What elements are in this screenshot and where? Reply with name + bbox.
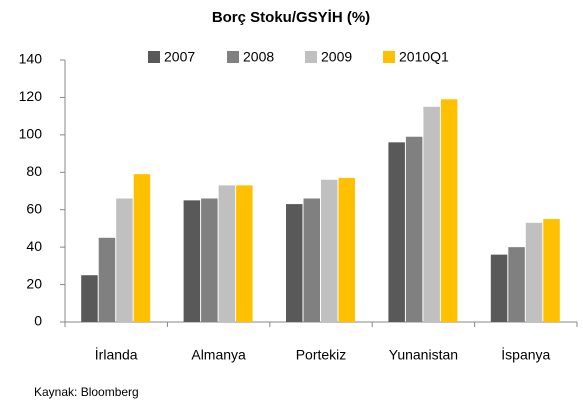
bar [490,254,508,322]
legend-label: 2008 [243,49,274,65]
bar [133,174,151,322]
bar [423,106,440,323]
x-tick-label: Yunanistan [389,347,458,363]
legend-label: 2007 [164,49,195,65]
bar [440,99,458,322]
source-note: Kaynak: Bloomberg [34,385,139,399]
bar [508,247,525,322]
legend-swatch [305,51,317,63]
y-tick-label: 60 [26,200,42,216]
bar [201,198,218,322]
bar [218,185,236,322]
legend-label: 2009 [321,49,352,65]
y-tick-label: 100 [19,126,43,142]
bar [116,198,133,322]
y-tick-label: 20 [26,275,42,291]
bar [81,275,98,322]
bar [405,136,423,322]
chart-title: Borç Stoku/GSYİH (%) [212,9,370,26]
bar [98,237,116,322]
bar [286,204,303,322]
bar [183,200,201,322]
legend-swatch [148,51,160,63]
x-tick-label: Portekiz [296,347,347,363]
y-tick-label: 140 [19,51,43,67]
y-tick-label: 40 [26,238,42,254]
bar [321,179,338,322]
bar [236,185,253,322]
bar [338,177,355,322]
bar [525,222,543,322]
y-tick-label: 80 [26,163,42,179]
bar [303,198,320,322]
y-tick-label: 120 [19,88,43,104]
x-tick-label: Almanya [191,347,246,363]
x-tick-label: İrlanda [95,346,138,363]
x-tick-label: İspanya [501,346,550,363]
bar [543,219,560,322]
y-tick-label: 0 [34,313,42,329]
legend-label: 2010Q1 [399,49,449,65]
bar [388,142,405,322]
legend-swatch [383,51,395,63]
legend-swatch [227,51,239,63]
